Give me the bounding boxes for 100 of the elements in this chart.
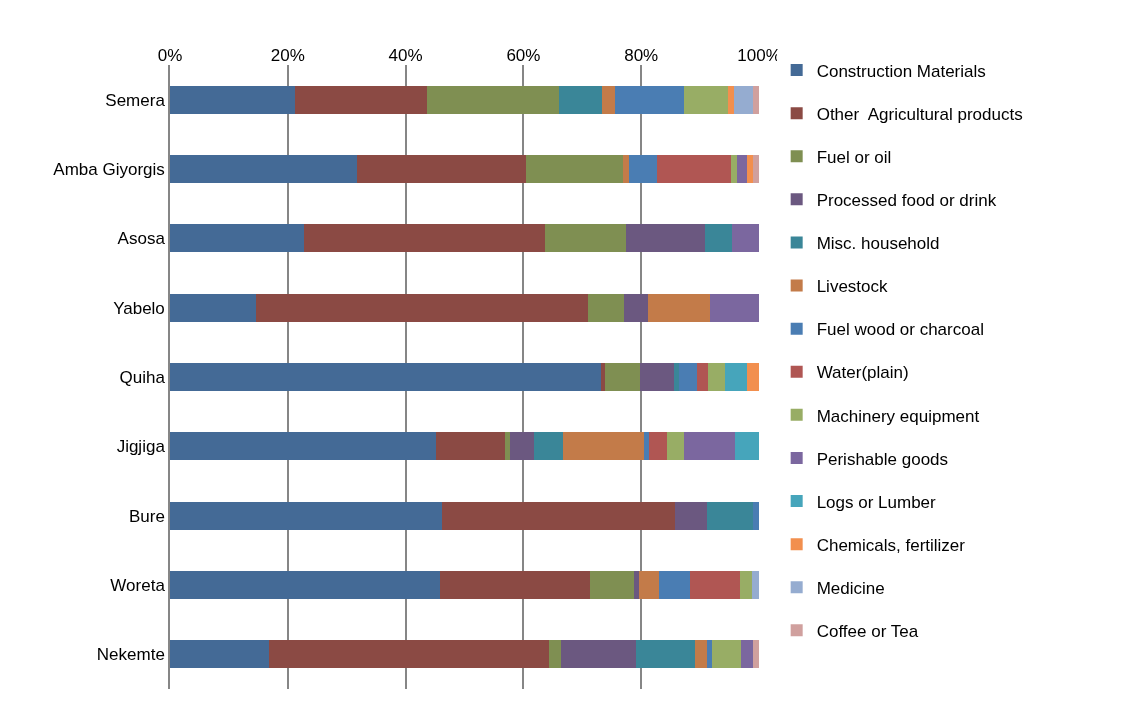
bar: [589, 571, 634, 599]
legend-label: Coffee or Tea: [816, 622, 919, 641]
legend-label: Perishable goods: [816, 449, 949, 469]
bar: [255, 293, 588, 322]
bar: [706, 640, 712, 669]
bar: [648, 293, 711, 322]
bar: [679, 363, 698, 391]
bar: [622, 155, 629, 183]
bar: [170, 293, 256, 322]
bar: [727, 85, 734, 114]
bar: [697, 363, 709, 391]
legend-label: Fuel or oil: [816, 147, 892, 167]
bar: [711, 640, 742, 669]
bar: [545, 224, 626, 253]
bar: [435, 432, 505, 461]
legend-label: Logs or Lumber: [816, 492, 937, 512]
bar: [741, 640, 754, 669]
bar: [674, 501, 708, 530]
legend-label: Machinery equipment: [816, 406, 980, 426]
bar: [587, 293, 625, 322]
bar: [170, 640, 269, 669]
bar: [510, 432, 534, 461]
bar: [615, 85, 685, 114]
bar: [684, 432, 736, 461]
bar: [602, 85, 616, 114]
bar: [549, 640, 561, 669]
bar: [747, 363, 759, 391]
bar: [534, 432, 563, 461]
bar: [636, 640, 695, 669]
bar: [708, 363, 725, 391]
legend-label: Processed food or drink: [816, 191, 997, 210]
bar: [731, 224, 759, 253]
bar: [735, 432, 759, 461]
bar: [526, 155, 623, 183]
bar: [648, 432, 667, 461]
bar: [439, 571, 590, 599]
bar: [747, 155, 754, 183]
bar: [705, 224, 732, 253]
bar: [724, 363, 748, 391]
bar: [170, 432, 436, 461]
legend-label: Other Agricultural products: [816, 104, 1023, 124]
bar: [751, 571, 759, 599]
bar: [643, 432, 649, 461]
bar: [752, 501, 759, 530]
bar: [640, 363, 675, 391]
bar: [562, 432, 644, 461]
bar: [624, 293, 649, 322]
y-tick-label: Quiha: [119, 367, 166, 387]
legend-label: Chemicals, fertilizer: [816, 535, 966, 555]
legend-label: Fuel wood or charcoal: [816, 320, 984, 340]
bar: [684, 85, 728, 114]
y-tick-label: Nekemte: [96, 645, 165, 665]
bar: [752, 85, 759, 114]
bar: [356, 155, 527, 183]
y-tick-label: Asosa: [117, 229, 166, 249]
bar: [170, 501, 443, 530]
x-tick-label: 0%: [157, 45, 183, 65]
bar: [690, 571, 740, 599]
x-tick-label: 20%: [270, 45, 305, 65]
y-tick-label: Jigjiga: [116, 437, 166, 457]
bar: [170, 85, 296, 114]
legend-label: Livestock: [816, 277, 889, 297]
y-tick-label: Yabelo: [113, 298, 165, 318]
y-tick-label: Amba Giyorgis: [53, 159, 165, 179]
bar: [694, 640, 707, 669]
bar: [170, 155, 357, 183]
legend-label: Misc. household: [816, 234, 940, 254]
bar: [442, 501, 675, 530]
y-tick-label: Semera: [105, 90, 166, 110]
bar: [426, 85, 559, 114]
bar: [707, 501, 753, 530]
bar: [304, 224, 546, 253]
bar: [658, 571, 691, 599]
x-tick-label: 40%: [388, 45, 423, 65]
bar: [666, 432, 685, 461]
bar: [295, 85, 427, 114]
bar: [268, 640, 550, 669]
x-tick-label: 80%: [624, 45, 659, 65]
bar: [625, 224, 706, 253]
bar: [170, 571, 440, 599]
bar: [736, 155, 748, 183]
bar: [170, 363, 601, 391]
bar: [730, 155, 737, 183]
bar: [558, 85, 603, 114]
bar: [605, 363, 641, 391]
bar: [753, 640, 759, 669]
y-tick-label: Bure: [128, 506, 165, 526]
legend-label: Medicine: [816, 578, 885, 598]
bar: [674, 363, 680, 391]
x-tick-label: 60%: [506, 45, 541, 65]
bar: [739, 571, 752, 599]
legend-label: Construction Materials: [816, 61, 986, 81]
bar: [170, 224, 305, 253]
bar: [733, 85, 753, 114]
bar: [657, 155, 731, 183]
legend-label: Water(plain): [816, 363, 909, 383]
bar: [710, 293, 759, 322]
bar: [639, 571, 659, 599]
bar: [753, 155, 759, 183]
bar: [560, 640, 637, 669]
